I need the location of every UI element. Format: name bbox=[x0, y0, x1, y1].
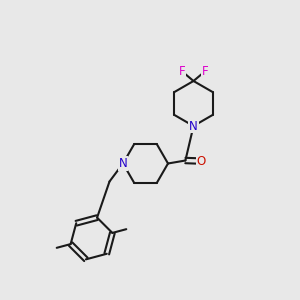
Text: N: N bbox=[189, 119, 198, 133]
Text: F: F bbox=[202, 65, 208, 78]
Text: O: O bbox=[196, 154, 206, 168]
Text: N: N bbox=[118, 157, 127, 170]
Text: F: F bbox=[179, 65, 185, 78]
